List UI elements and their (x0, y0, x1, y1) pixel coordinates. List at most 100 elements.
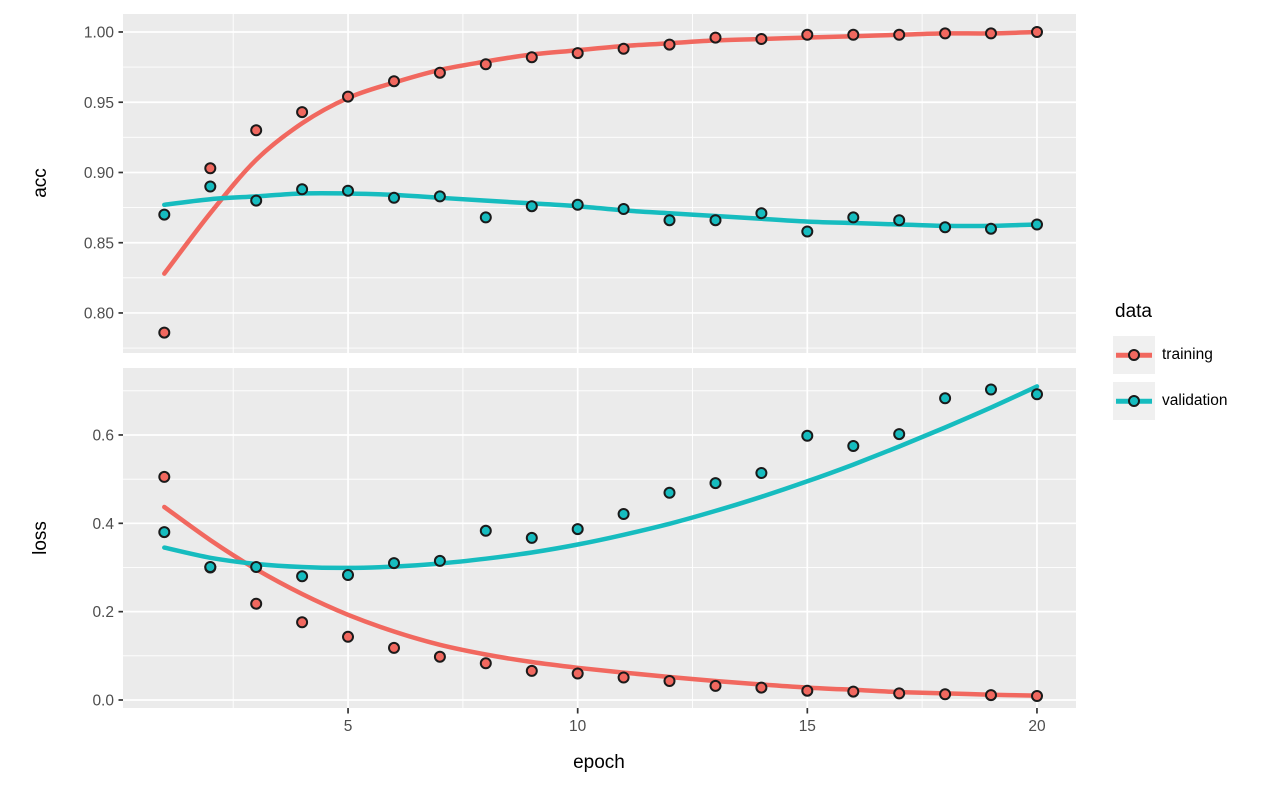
point-validation-acc (939, 221, 952, 234)
point-validation-loss (847, 440, 860, 452)
point-validation-acc (571, 198, 584, 211)
point-validation-acc (617, 203, 630, 215)
point-validation-loss (985, 383, 997, 396)
y-tick-label: 0.85 (84, 235, 114, 252)
point-training-acc (479, 58, 492, 71)
point-validation-acc (342, 184, 354, 197)
point-training-loss (250, 597, 263, 610)
x-axis-title-epoch: epoch (573, 752, 625, 773)
point-validation-acc (1031, 218, 1043, 231)
point-training-loss (663, 675, 676, 687)
y-tick-label: 0.80 (84, 306, 115, 323)
point-training-loss (1031, 690, 1043, 702)
point-training-acc (755, 33, 768, 45)
point-validation-loss (663, 486, 676, 499)
y-tick-label: 1.00 (84, 25, 115, 42)
point-validation-acc (893, 214, 906, 227)
point-training-acc (388, 75, 400, 88)
panel-acc-background (123, 14, 1076, 353)
point-validation-loss (250, 561, 263, 573)
point-validation-loss (296, 570, 309, 583)
point-training-loss (755, 681, 768, 694)
point-marker-icon (1128, 349, 1140, 361)
point-validation-acc (801, 225, 814, 238)
point-validation-loss (479, 524, 492, 537)
smooth-line-validation-loss (162, 384, 1040, 571)
point-training-acc (893, 28, 906, 41)
y-axis-title-loss: loss (30, 521, 51, 555)
point-validation-loss (755, 467, 768, 479)
point-validation-acc (158, 208, 171, 221)
legend-key-validation (1113, 382, 1155, 420)
point-training-acc (296, 106, 309, 119)
legend: data training validation (1113, 301, 1228, 428)
point-validation-loss (433, 554, 446, 567)
point-training-loss (479, 657, 492, 670)
point-validation-acc (709, 214, 722, 227)
point-validation-acc (755, 207, 768, 220)
point-training-loss (296, 616, 309, 629)
point-training-loss (433, 650, 446, 663)
point-training-loss (939, 688, 952, 701)
y-tick-label: 0.2 (92, 604, 114, 621)
point-validation-acc (525, 200, 538, 213)
point-training-loss (893, 687, 906, 700)
legend-label-validation: validation (1162, 392, 1228, 409)
point-validation-acc (250, 194, 263, 207)
point-validation-loss (893, 428, 906, 441)
point-training-loss (158, 470, 171, 483)
point-training-acc (939, 27, 952, 40)
point-training-acc (985, 27, 997, 40)
point-validation-loss (388, 557, 400, 570)
legend-key-training (1113, 336, 1155, 374)
point-training-loss (985, 689, 997, 702)
point-validation-loss (709, 477, 722, 490)
point-validation-acc (388, 191, 400, 204)
point-validation-loss (571, 523, 584, 536)
point-validation-loss (801, 429, 814, 442)
point-validation-acc (847, 211, 860, 224)
point-training-loss (801, 684, 814, 697)
point-training-loss (847, 685, 860, 698)
point-training-acc (847, 28, 860, 41)
legend-label-training: training (1162, 346, 1213, 363)
legend-item-training: training (1113, 336, 1228, 374)
point-training-acc (250, 124, 263, 137)
point-training-loss (709, 679, 722, 692)
x-tick-label: 10 (569, 718, 587, 735)
y-axis-title-acc: acc (30, 168, 51, 198)
point-training-acc (342, 90, 354, 103)
x-tick-label: 5 (344, 718, 353, 735)
point-validation-loss (158, 526, 171, 539)
point-training-acc (801, 28, 814, 41)
y-tick-label: 0.90 (84, 165, 115, 182)
point-validation-loss (525, 531, 538, 544)
y-tick-label: 0.4 (92, 516, 114, 533)
x-tick-label: 20 (1028, 718, 1046, 735)
x-tick-label: 15 (799, 718, 816, 735)
point-validation-acc (204, 180, 217, 193)
legend-title: data (1115, 301, 1152, 322)
point-training-acc (1031, 26, 1043, 38)
point-training-acc (158, 326, 171, 339)
point-validation-loss (939, 392, 952, 405)
point-training-loss (388, 641, 400, 654)
point-training-loss (342, 630, 354, 643)
point-validation-acc (479, 211, 492, 224)
point-training-acc (617, 42, 630, 55)
point-training-acc (204, 162, 217, 175)
point-training-acc (433, 66, 446, 79)
point-training-acc (709, 31, 722, 44)
legend-item-validation: validation (1113, 382, 1228, 420)
point-training-loss (617, 671, 630, 684)
point-training-acc (525, 51, 538, 64)
y-tick-label: 0.6 (92, 428, 114, 445)
point-validation-loss (342, 569, 354, 581)
y-tick-label: 0.95 (84, 95, 114, 112)
point-training-loss (525, 664, 538, 677)
point-training-acc (663, 38, 676, 51)
point-validation-acc (433, 190, 446, 203)
point-validation-acc (663, 214, 676, 227)
